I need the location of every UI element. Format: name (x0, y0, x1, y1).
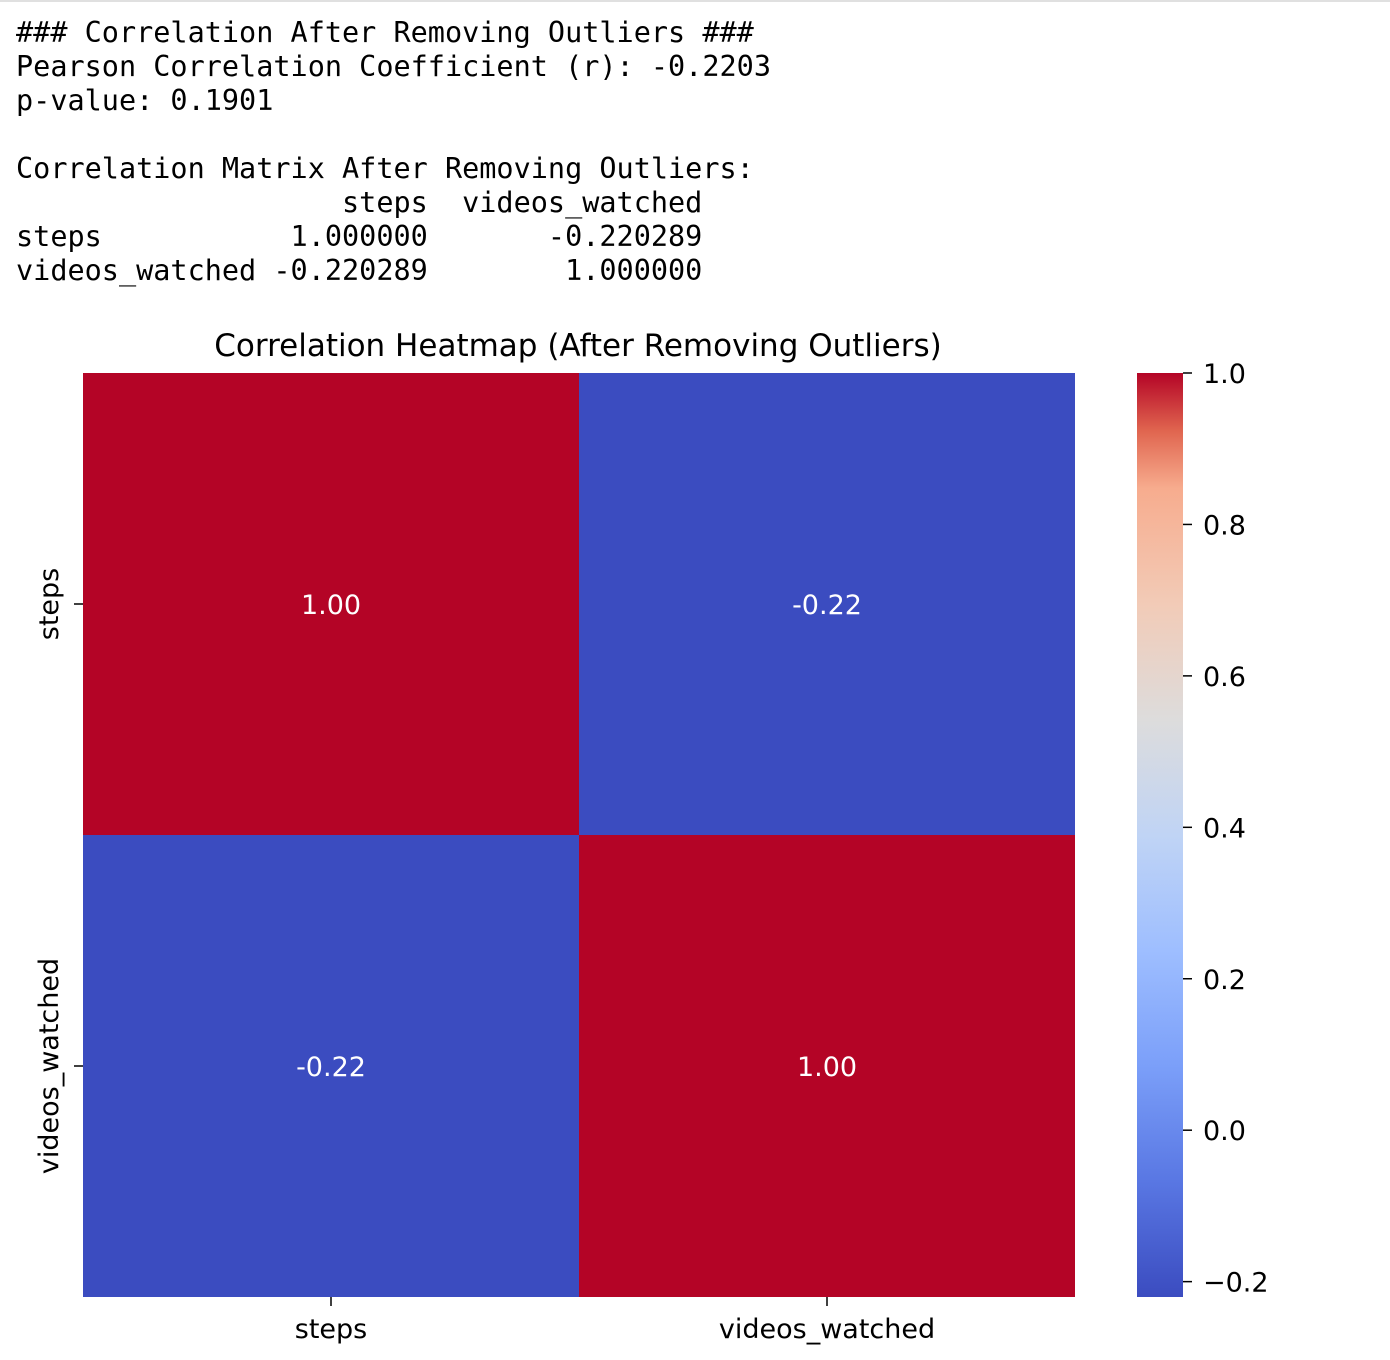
heatmap-cell (579, 835, 1075, 1297)
output-line: ### Correlation After Removing Outliers … (16, 16, 754, 49)
output-line: videos_watched -0.220289 1.000000 (16, 254, 703, 287)
cell-annotation: 1.00 (797, 1052, 857, 1083)
colorbar-tick-label: 0.0 (1203, 1116, 1246, 1147)
output-line: p-value: 0.1901 (16, 84, 274, 117)
heatmap-cell (83, 835, 579, 1297)
chart-title: Correlation Heatmap (After Removing Outl… (214, 328, 941, 364)
colorbar-tick-label: −0.2 (1203, 1268, 1269, 1299)
colorbar-tick-label: 0.4 (1203, 813, 1246, 844)
colorbar-tick-label: 0.2 (1203, 965, 1246, 996)
output-line: steps videos_watched (16, 186, 703, 219)
colorbar-tick-label: 0.6 (1203, 662, 1246, 693)
cell-annotation: -0.22 (296, 1052, 366, 1083)
x-tick-label: steps (295, 1314, 367, 1345)
colorbar-tick-label: 0.8 (1203, 510, 1246, 541)
cell-output-text: ### Correlation After Removing Outliers … (16, 16, 771, 288)
output-line: Correlation Matrix After Removing Outlie… (16, 152, 754, 185)
x-tick-label: videos_watched (719, 1314, 935, 1345)
cell-annotation: 1.00 (301, 590, 361, 621)
y-tick-label: videos_watched (34, 958, 65, 1174)
colorbar (1137, 373, 1183, 1297)
cell-top-border (0, 0, 1390, 2)
y-tick-label: steps (34, 568, 65, 640)
colorbar-tick-label: 1.0 (1203, 359, 1246, 390)
output-line: steps 1.000000 -0.220289 (16, 220, 703, 253)
heatmap-cell (83, 373, 579, 835)
cell-annotation: -0.22 (792, 590, 862, 621)
heatmap-cell (579, 373, 1075, 835)
output-line: Pearson Correlation Coefficient (r): -0.… (16, 50, 771, 83)
